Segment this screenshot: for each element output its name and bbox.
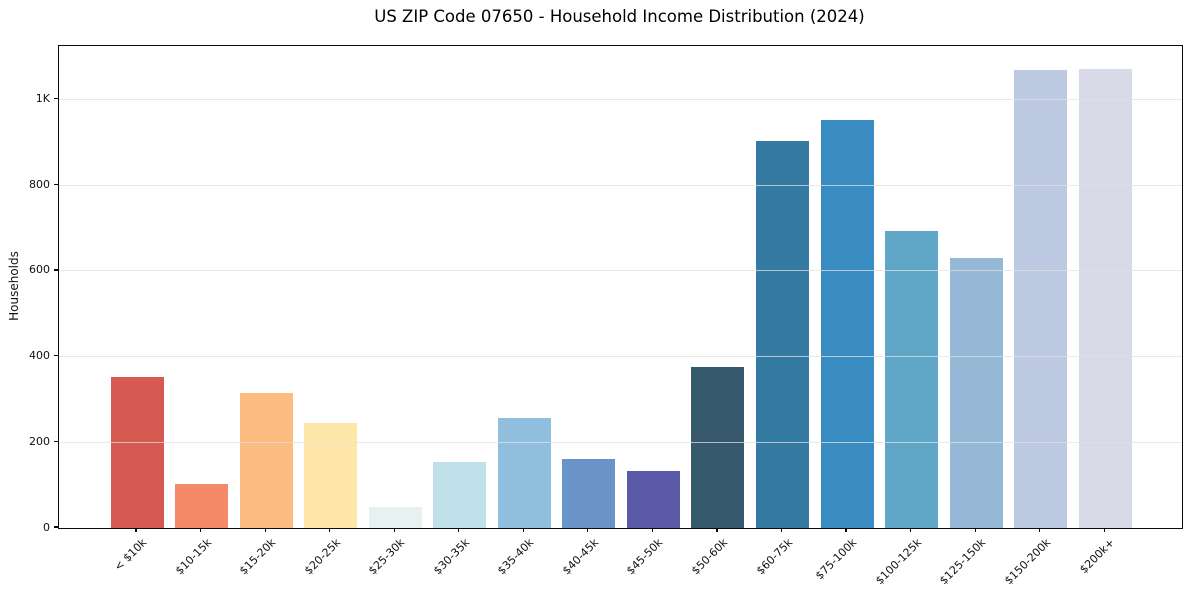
x-tick-mark <box>522 528 524 532</box>
x-tick-mark <box>845 528 847 532</box>
x-tick-label: $35-40k <box>495 536 537 578</box>
bar-16 <box>1078 68 1132 528</box>
x-tick-label: $25-30k <box>366 536 408 578</box>
y-tick-mark <box>54 526 58 528</box>
x-tick-label: $60-75k <box>753 536 795 578</box>
x-tick-label: $50-60k <box>688 536 731 578</box>
x-tick-label: $10-15k <box>172 536 214 578</box>
bar-1 <box>110 376 164 528</box>
bar-9 <box>626 471 680 528</box>
x-tick-label: $200k+ <box>1077 536 1118 577</box>
x-tick-label: $40-45k <box>559 536 602 578</box>
gridline <box>59 356 1182 358</box>
y-tick-label: 1K <box>35 92 50 106</box>
y-axis-label: Households <box>7 251 21 321</box>
x-tick-mark <box>1039 528 1041 532</box>
x-tick-label: $20-25k <box>301 536 343 578</box>
x-tick-mark <box>199 528 202 532</box>
bar-5 <box>368 507 422 528</box>
x-tick-mark <box>135 528 137 532</box>
x-tick-label: $75-100k <box>813 536 860 583</box>
x-tick-mark <box>329 528 331 532</box>
x-tick-label: $125-150k <box>937 536 989 588</box>
y-tick-label: 600 <box>29 263 50 277</box>
y-tick-label: 200 <box>29 434 50 448</box>
x-tick-label: $45-50k <box>624 536 666 578</box>
y-tick-mark <box>54 97 58 100</box>
y-tick-mark <box>54 269 58 271</box>
plot-area <box>58 45 1183 529</box>
x-tick-mark <box>910 528 912 532</box>
x-tick-mark <box>458 528 460 532</box>
gridline <box>59 270 1182 272</box>
bar-6 <box>433 462 487 528</box>
x-tick-mark <box>716 528 718 532</box>
bar-2 <box>175 483 229 528</box>
bar-10 <box>691 366 745 528</box>
gridline <box>59 441 1182 443</box>
bar-15 <box>1014 69 1068 528</box>
y-tick-mark <box>54 183 58 185</box>
x-tick-mark <box>974 528 976 532</box>
bar-7 <box>497 417 551 528</box>
y-tick-label: 400 <box>29 349 50 363</box>
bar-11 <box>756 140 809 528</box>
bar-14 <box>949 257 1003 528</box>
bar-12 <box>820 120 874 528</box>
bar-13 <box>885 230 939 528</box>
x-tick-mark <box>393 528 395 532</box>
x-tick-label: < $10k <box>111 536 150 574</box>
bar-4 <box>304 423 358 528</box>
y-tick-mark <box>54 355 58 357</box>
y-tick-label: 800 <box>29 177 50 191</box>
x-tick-mark <box>264 528 266 532</box>
x-tick-mark <box>651 528 653 532</box>
gridline <box>59 184 1182 186</box>
bar-3 <box>239 392 293 528</box>
chart-title: US ZIP Code 07650 - Household Income Dis… <box>374 7 865 26</box>
x-tick-mark <box>780 528 783 532</box>
bar-8 <box>562 459 616 528</box>
gridline <box>59 99 1182 101</box>
x-tick-label: $100-125k <box>872 536 924 588</box>
x-tick-label: $150-200k <box>1001 536 1053 588</box>
y-tick-label: 0 <box>43 520 50 534</box>
x-tick-label: $30-35k <box>430 536 472 578</box>
x-tick-label: $15-20k <box>237 536 279 578</box>
x-tick-mark <box>587 528 589 532</box>
y-tick-mark <box>54 440 58 442</box>
x-tick-mark <box>1103 528 1105 532</box>
